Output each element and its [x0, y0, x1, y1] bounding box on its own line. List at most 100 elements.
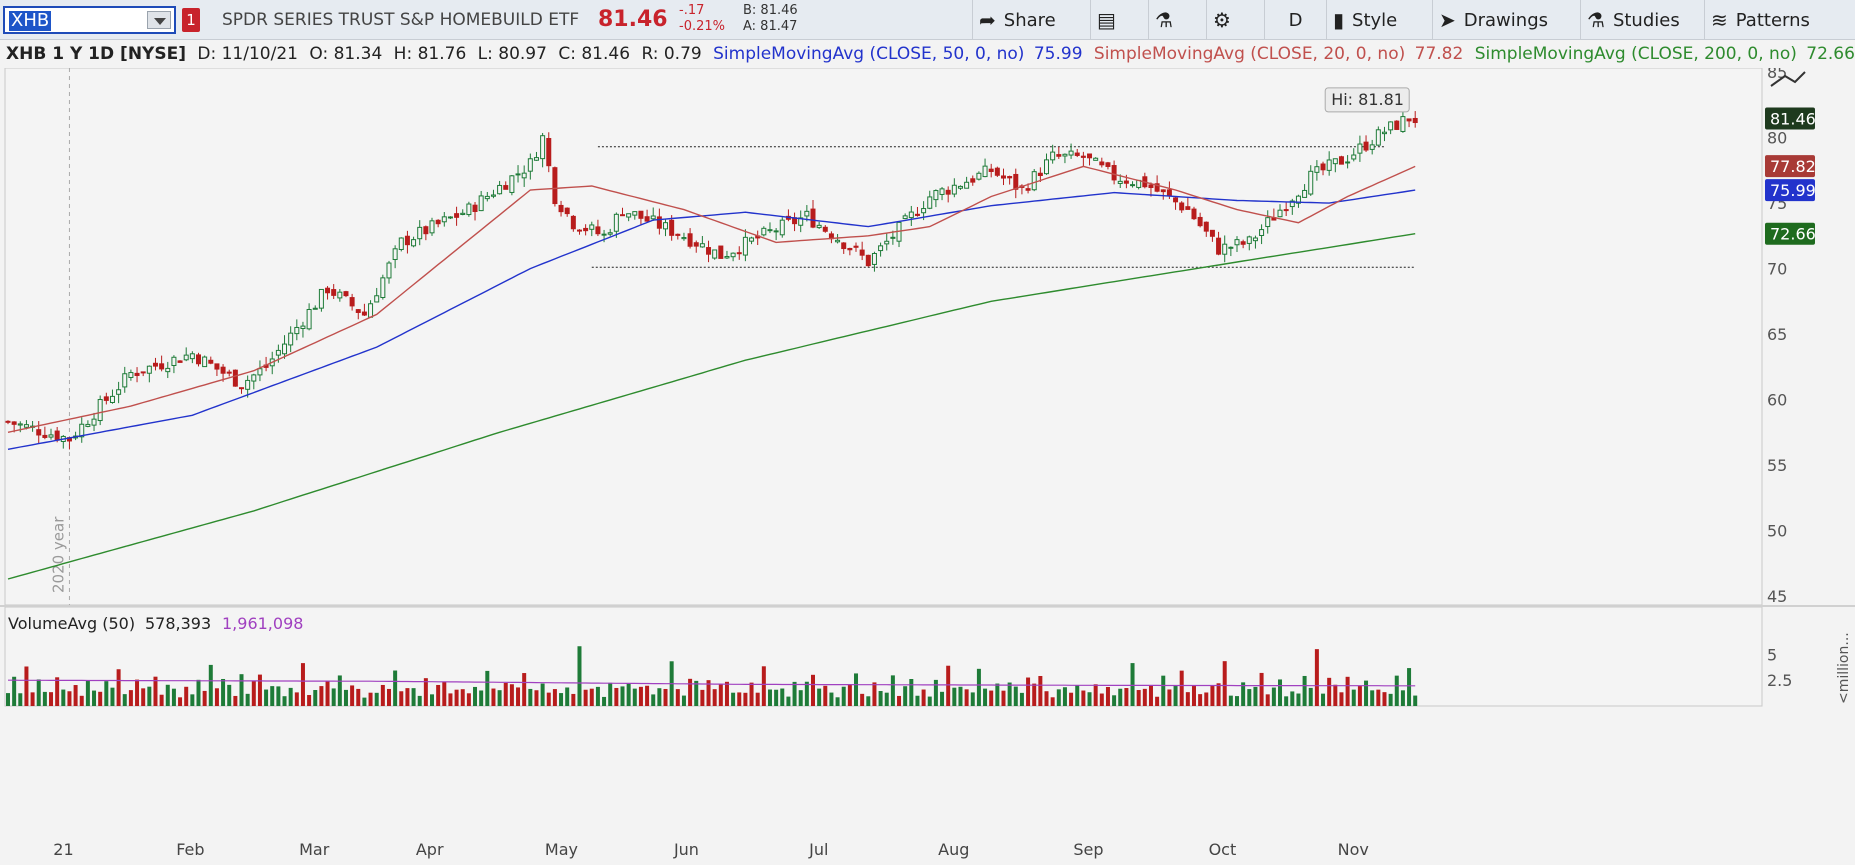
candle-body	[171, 356, 177, 367]
candle-body	[325, 287, 331, 294]
volume-bar	[626, 683, 631, 706]
candle-body	[607, 232, 613, 235]
volume-bar	[847, 684, 852, 706]
candle-body	[1179, 202, 1185, 211]
sma200-value: 72.66	[1806, 44, 1855, 64]
patterns-button[interactable]: ≋ Patterns	[1704, 0, 1816, 40]
candle-body	[1209, 229, 1215, 237]
candle-body	[140, 371, 146, 374]
volume-bar	[589, 688, 594, 706]
volume-bar	[1167, 689, 1172, 706]
candle-body	[1025, 188, 1031, 191]
volume-bar	[1093, 684, 1098, 706]
volume-bar	[595, 686, 600, 706]
volume-bar	[190, 694, 195, 706]
volume-bar	[602, 696, 607, 706]
flask-button[interactable]: ⚗	[1148, 0, 1187, 40]
candle-body	[11, 421, 17, 425]
candle-body	[1283, 209, 1289, 212]
volume-bar	[1278, 679, 1283, 706]
period-button[interactable]: D	[1264, 0, 1326, 40]
volume-bar	[319, 686, 324, 706]
candle-body	[859, 249, 865, 256]
volume-bar	[534, 690, 539, 706]
sma50-label[interactable]: SimpleMovingAvg (CLOSE, 50, 0, no)	[713, 44, 1025, 64]
studies-button[interactable]: ⚗ Studies	[1580, 0, 1686, 40]
sma20-badge-box	[1765, 155, 1815, 178]
volume-bar	[909, 679, 914, 706]
candle-body	[884, 240, 890, 245]
candle-body	[165, 367, 171, 373]
candle-body	[1381, 131, 1387, 135]
candle-body	[318, 288, 324, 309]
sma200-line	[7, 233, 1416, 580]
volume-bar	[1394, 675, 1399, 706]
candle-body	[128, 372, 134, 378]
settings-panel-button[interactable]: ▤	[1090, 0, 1130, 40]
symbol-input[interactable]: XHB	[3, 6, 176, 34]
volume-bar	[645, 685, 650, 706]
volume-bar	[565, 687, 570, 706]
sma200-label[interactable]: SimpleMovingAvg (CLOSE, 200, 0, no)	[1474, 44, 1797, 64]
volume-bar	[817, 688, 822, 706]
volume-bar	[663, 688, 668, 706]
volume-bar	[1198, 694, 1203, 706]
candle-body	[423, 226, 429, 235]
candle-body	[226, 371, 232, 374]
volume-bar	[423, 678, 428, 706]
header-range: R: 0.79	[641, 44, 702, 64]
candle-body	[202, 356, 208, 368]
candle-body	[1394, 120, 1400, 130]
volume-bar	[405, 688, 410, 706]
alert-badge[interactable]: 1	[182, 8, 200, 32]
candle-body	[312, 307, 318, 310]
volume-avg-label: VolumeAvg (50)	[8, 614, 135, 633]
volume-bar	[1370, 690, 1375, 706]
sma20-label[interactable]: SimpleMovingAvg (CLOSE, 20, 0, no)	[1093, 44, 1406, 64]
candle-body	[724, 255, 730, 259]
toolbar: XHB 1 SPDR SERIES TRUST S&P HOMEBUILD ET…	[0, 0, 1855, 40]
volume-bar	[473, 686, 478, 706]
volume-bar	[1007, 682, 1012, 706]
volume-bar	[1247, 689, 1252, 706]
candle-body	[245, 379, 251, 390]
candle-body	[214, 363, 220, 370]
chart-area[interactable]: 85 80 75 70 65 60 55 50 45 2020 year 81.46 77.82 75.…	[0, 63, 1855, 861]
symbol-text[interactable]: XHB	[9, 10, 52, 31]
volume-bar	[1222, 661, 1227, 706]
candle-body	[417, 226, 423, 240]
volume-bar	[356, 688, 361, 706]
volume-bar	[73, 685, 78, 706]
candle-body	[1191, 208, 1197, 220]
volume-bar	[810, 674, 815, 706]
candle-body	[1338, 156, 1344, 165]
drawings-button[interactable]: ➤ Drawings	[1432, 0, 1554, 40]
candle-body	[343, 291, 349, 297]
volume-bar	[466, 693, 471, 706]
volume-bar	[638, 686, 643, 706]
volume-bar	[159, 694, 164, 706]
change-value: -.17	[679, 3, 705, 18]
last-price: 81.46	[598, 7, 668, 32]
candle-body	[368, 303, 374, 318]
symbol-dropdown-icon[interactable]	[147, 11, 171, 29]
candle-body	[1074, 152, 1080, 156]
volume-bar	[331, 688, 336, 706]
volume-bar	[1081, 690, 1086, 706]
sma50-value: 75.99	[1033, 44, 1083, 64]
candle-body	[853, 245, 859, 248]
symbol-period: XHB 1 Y 1D [NYSE]	[6, 44, 186, 64]
candle-body	[1056, 154, 1062, 157]
gear-button[interactable]: ⚙	[1206, 0, 1245, 40]
volume-bar	[36, 679, 41, 706]
price-tick-label: 55	[1767, 456, 1787, 475]
header-low: L: 80.97	[477, 44, 547, 64]
volume-bar	[780, 688, 785, 706]
share-button[interactable]: ➦ Share	[972, 0, 1062, 40]
candle-body	[355, 309, 361, 313]
volume-bar	[884, 692, 889, 706]
candle-body	[749, 237, 755, 242]
style-button[interactable]: ▮ Style	[1326, 0, 1403, 40]
volume-bar	[362, 697, 367, 706]
